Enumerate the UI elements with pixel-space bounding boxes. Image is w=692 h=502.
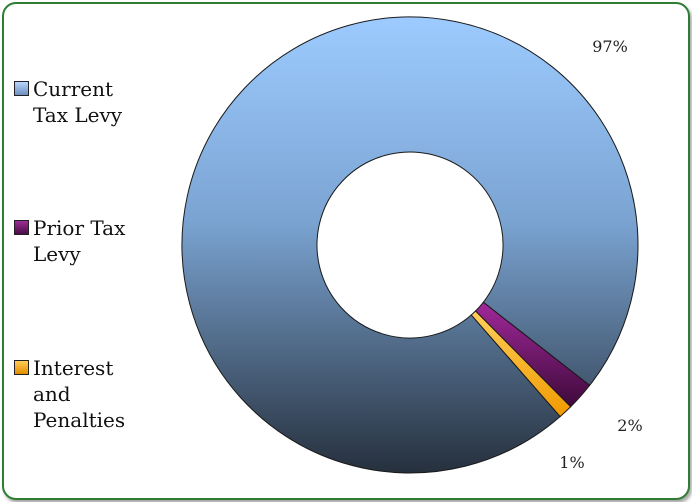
legend-swatch-current-tax-levy [14,81,29,96]
data-label-prior-tax-levy: 2% [617,416,642,435]
legend-swatch-interest-and-penalties [14,360,29,375]
legend-label-prior-tax-levy: Prior Tax Levy [33,216,126,266]
legend-label-current-tax-levy: Current Tax Levy [33,77,123,127]
legend-item-current-tax-levy: Current Tax Levy [14,76,153,128]
donut-data-labels: 97% 2% 1% [559,37,642,472]
donut-slices [181,16,639,474]
slice-current-tax-levy [181,16,639,474]
slice-interest-and-penalties [470,310,572,418]
legend-item-prior-tax-levy: Prior Tax Levy [14,215,153,267]
legend-swatch-prior-tax-levy [14,220,29,235]
legend-label-interest-and-penalties: Interest and Penalties [33,356,126,432]
data-label-interest-and-penalties: 1% [559,453,584,472]
data-label-current-tax-levy: 97% [592,37,628,56]
legend-item-interest-and-penalties: Interest and Penalties [14,355,145,433]
